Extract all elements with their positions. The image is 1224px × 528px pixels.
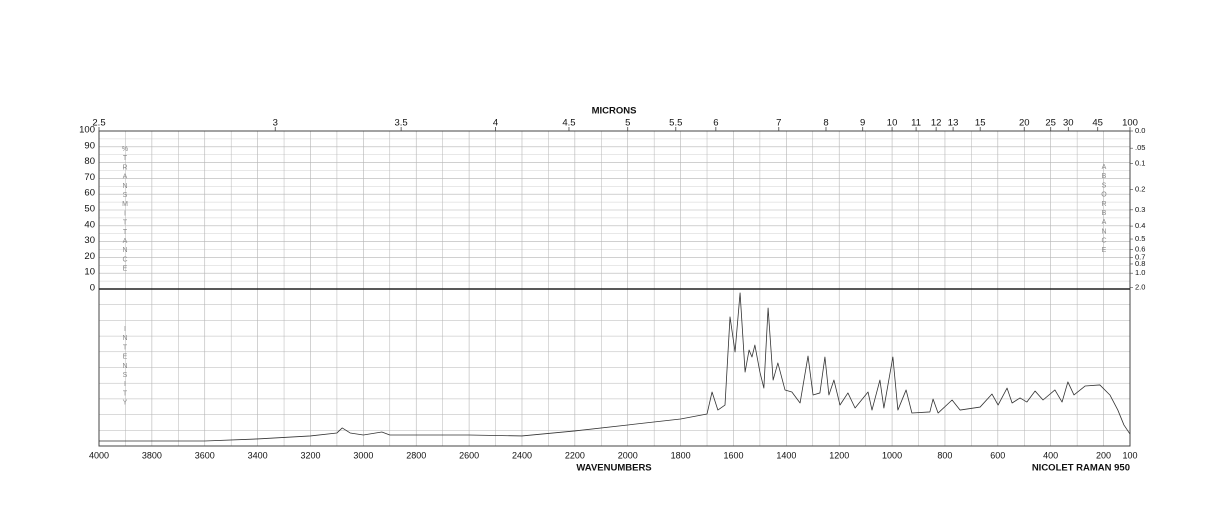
x2-tick-label: 7 bbox=[776, 118, 781, 129]
y-tick-label: 50 bbox=[84, 204, 95, 215]
x2-tick-label: 8 bbox=[823, 118, 828, 129]
a-tick-label: 0.8 bbox=[1135, 259, 1145, 268]
a-tick-label: .05 bbox=[1135, 143, 1145, 152]
x2-tick-label: 5 bbox=[625, 118, 630, 129]
a-tick-label: 0.2 bbox=[1135, 184, 1145, 193]
x-tick-label: 2600 bbox=[459, 450, 479, 460]
y-tick-label: 20 bbox=[84, 251, 95, 262]
x-tick-label: 3000 bbox=[353, 450, 373, 460]
x-tick-label: 1600 bbox=[723, 450, 743, 460]
a-tick-label: 0.6 bbox=[1135, 244, 1145, 253]
x-tick-label: 600 bbox=[990, 450, 1005, 460]
x-tick-label: 800 bbox=[937, 450, 952, 460]
x2-tick-label: 11 bbox=[911, 118, 921, 129]
x-tick-label: 1000 bbox=[882, 450, 902, 460]
y-tick-label: 100 bbox=[79, 125, 95, 136]
x2-tick-label: 4.5 bbox=[562, 118, 575, 129]
x-tick-label: 2200 bbox=[565, 450, 585, 460]
y-tick-label: 90 bbox=[84, 140, 95, 151]
a-tick-label: 0.0 bbox=[1135, 126, 1145, 135]
x2-tick-label: 20 bbox=[1019, 118, 1030, 129]
x2-tick-label: 25 bbox=[1045, 118, 1056, 129]
absorbance-label: ABSORBANCE bbox=[1100, 164, 1107, 256]
a-tick-label: 0.4 bbox=[1135, 221, 1145, 230]
y-tick-label: 70 bbox=[84, 172, 95, 183]
x2-tick-label: 12 bbox=[931, 118, 942, 129]
y-tick-label: 60 bbox=[84, 188, 95, 199]
a-tick-label: 1.0 bbox=[1135, 268, 1145, 277]
y-tick-label: 30 bbox=[84, 235, 95, 246]
a-tick-label: 0.7 bbox=[1135, 252, 1145, 261]
top-axis-title: MICRONS bbox=[592, 106, 637, 117]
x2-tick-label: 10 bbox=[887, 118, 898, 129]
x-tick-label: 3800 bbox=[142, 450, 162, 460]
x-tick-label: 1800 bbox=[671, 450, 691, 460]
x-tick-label: 3200 bbox=[300, 450, 320, 460]
x-tick-label: 1400 bbox=[776, 450, 796, 460]
a-tick-label: 0.5 bbox=[1135, 234, 1145, 243]
x-tick-label: 1200 bbox=[829, 450, 849, 460]
a-tick-label: 2.0 bbox=[1135, 282, 1145, 291]
x2-tick-label: 3 bbox=[273, 118, 278, 129]
x2-tick-label: 15 bbox=[975, 118, 986, 129]
x2-tick-label: 5.5 bbox=[669, 118, 682, 129]
x2-tick-label: 4 bbox=[493, 118, 498, 129]
x-axis-title: WAVENUMBERS bbox=[576, 463, 651, 474]
x-tick-label: 2800 bbox=[406, 450, 426, 460]
x2-tick-label: 2.5 bbox=[92, 118, 105, 129]
y-tick-label: 0 bbox=[90, 283, 95, 294]
x2-tick-label: 30 bbox=[1063, 118, 1074, 129]
y-tick-label: 40 bbox=[84, 219, 95, 230]
x2-tick-label: 100 bbox=[1122, 118, 1138, 129]
x2-tick-label: 9 bbox=[860, 118, 865, 129]
x-tick-label: 4000 bbox=[89, 450, 109, 460]
x2-tick-label: 13 bbox=[948, 118, 959, 129]
x2-tick-label: 3.5 bbox=[395, 118, 408, 129]
x2-tick-label: 6 bbox=[713, 118, 718, 129]
a-tick-label: 0.3 bbox=[1135, 205, 1145, 214]
x-tick-label: 2000 bbox=[618, 450, 638, 460]
x-tick-label: 200 bbox=[1096, 450, 1111, 460]
x-tick-label: 3400 bbox=[248, 450, 268, 460]
x-tick-label: 2400 bbox=[512, 450, 532, 460]
x2-tick-label: 45 bbox=[1092, 118, 1103, 129]
a-tick-label: 0.1 bbox=[1135, 158, 1145, 167]
y-tick-label: 10 bbox=[84, 267, 95, 278]
x-tick-label: 100 bbox=[1122, 450, 1137, 460]
intensity-label: INTENSITY bbox=[122, 326, 129, 409]
instrument-label: NICOLET RAMAN 950 bbox=[1032, 463, 1130, 474]
y-tick-label: 80 bbox=[84, 156, 95, 167]
spectrum-line bbox=[99, 292, 1131, 442]
x-tick-label: 400 bbox=[1043, 450, 1058, 460]
transmittance-label: %TRANSMITTANCE bbox=[121, 146, 128, 275]
x-tick-label: 3600 bbox=[195, 450, 215, 460]
